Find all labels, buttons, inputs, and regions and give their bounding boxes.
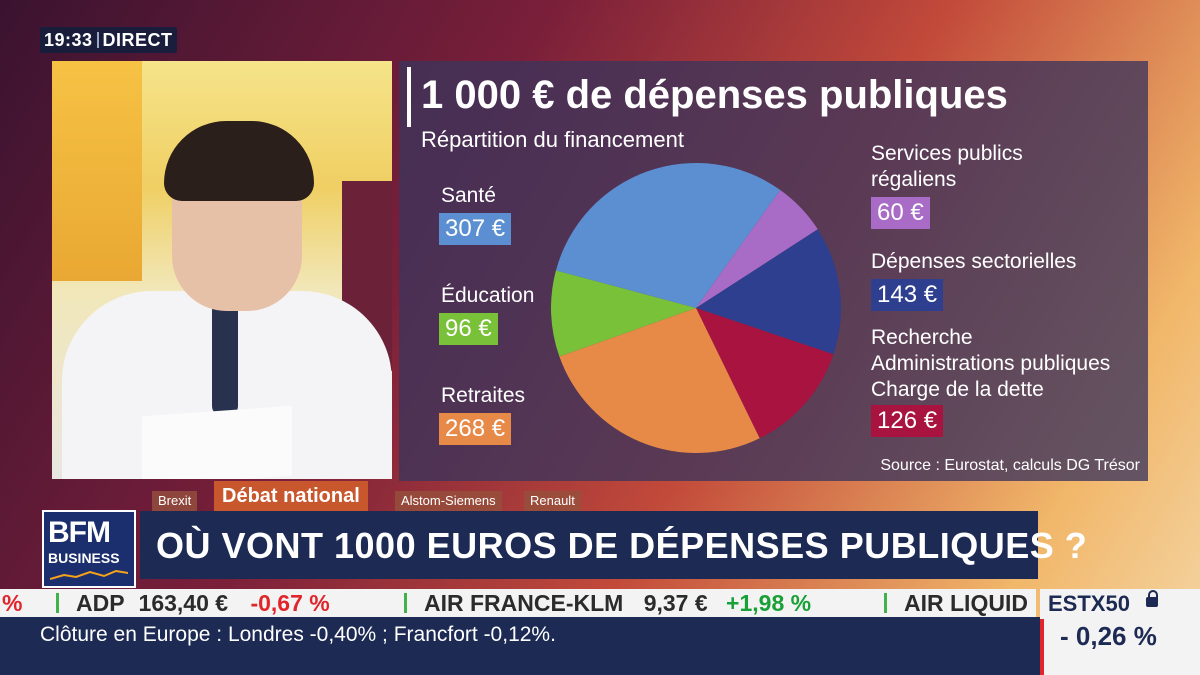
category-value-retraites: 268 € [439, 413, 512, 445]
category-label-depenses-sectorielles: Dépenses sectorielles [871, 250, 1077, 273]
studio-window [52, 61, 142, 281]
slice-retraites [559, 308, 760, 453]
slice-sante [555, 163, 781, 308]
slice-recherche-admin-dette [696, 308, 834, 439]
lock-icon [1146, 590, 1158, 607]
ticker-fragment: % [2, 590, 23, 616]
infographic-subtitle: Répartition du financement [421, 127, 684, 152]
presenter-video [52, 61, 392, 479]
presenter-paper [142, 405, 292, 479]
logo-chart-icon [50, 570, 128, 580]
ticker-item-adp: ADP 163,40 € -0,67 % [76, 590, 330, 616]
source-note: Source : Eurostat, calculs DG Trésor [880, 457, 1140, 474]
presenter-hair [164, 121, 314, 201]
category-label-recherche-admin-dette: Recherche Administrations publiques Char… [871, 326, 1111, 401]
slice-education [551, 270, 696, 357]
index-change: - 0,26 % [1060, 621, 1157, 651]
live-status: DIRECT [102, 29, 173, 50]
headline-text: OÙ VONT 1000 EUROS DE DÉPENSES PUBLIQUES… [156, 525, 1088, 566]
news-crawl-text: Clôture en Europe : Londres -0,40% ; Fra… [40, 623, 556, 646]
ticker-separator [404, 593, 407, 613]
headline-banner: OÙ VONT 1000 EUROS DE DÉPENSES PUBLIQUES… [140, 511, 1087, 579]
live-clock: 19:33 DIRECT [40, 27, 177, 53]
presenter-tie [212, 306, 238, 416]
category-label-retraites: Retraites [441, 384, 526, 407]
category-label-education: Éducation [441, 284, 535, 307]
tag-alstom-siemens[interactable]: Alstom-Siemens [395, 491, 502, 511]
infographic-title: 1 000 € de dépenses publiques [421, 73, 1008, 117]
infographic-panel: 1 000 € de dépenses publiques Répartitio… [399, 61, 1148, 481]
ticker-separator [884, 593, 887, 613]
ticker-item-air-liquide: AIR LIQUID [904, 590, 1028, 616]
stock-ticker: % ADP 163,40 € -0,67 % AIR FRANCE-KLM 9,… [0, 589, 1036, 617]
index-accent-bar [1040, 619, 1044, 675]
tag-brexit[interactable]: Brexit [152, 491, 198, 511]
category-value-services-regaliens: 60 € [871, 197, 930, 229]
clock-separator [96, 32, 99, 48]
clock-time: 19:33 [44, 29, 93, 50]
slice-depenses-sectorielles [696, 229, 841, 355]
tag-debat-national[interactable]: Débat national [214, 481, 368, 511]
bfm-business-logo: BFM BUSINESS [42, 510, 136, 588]
category-value-recherche-admin-dette: 126 € [871, 405, 944, 437]
news-crawl-bar: Clôture en Europe : Londres -0,40% ; Fra… [0, 617, 1040, 675]
slice-services-regaliens [696, 189, 818, 308]
category-label-services-regaliens: Services publics régaliens [871, 142, 1023, 191]
ticker-separator [56, 593, 59, 613]
pie-chart [551, 163, 841, 453]
category-value-sante: 307 € [439, 213, 512, 245]
category-value-depenses-sectorielles: 143 € [871, 279, 944, 311]
category-value-education: 96 € [439, 313, 498, 345]
index-panel: ESTX50 - 0,26 % [1040, 589, 1200, 675]
ticker-item-air-france-klm: AIR FRANCE-KLM 9,37 € +1,98 % [424, 590, 812, 616]
category-label-sante: Santé [441, 184, 496, 207]
tag-renault[interactable]: Renault [524, 491, 581, 511]
title-accent-bar [407, 67, 411, 127]
index-name: ESTX50 [1048, 591, 1130, 616]
